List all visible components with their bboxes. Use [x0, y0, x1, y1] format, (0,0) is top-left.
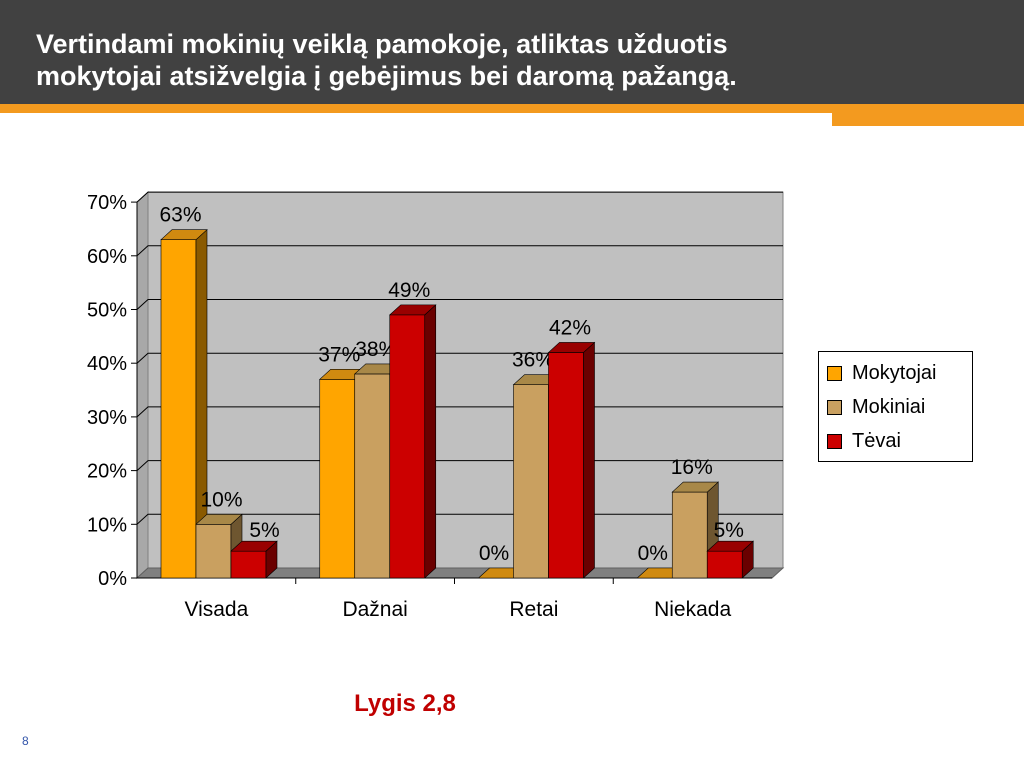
data-label: 38%	[355, 338, 397, 361]
slide-title: Vertindami mokinių veiklą pamokoje, atli…	[36, 29, 737, 91]
bar-side	[583, 341, 595, 579]
y-tick-label: 20%	[87, 461, 127, 483]
gridline	[136, 191, 783, 203]
legend-item-tevai: Tėvai	[827, 427, 901, 455]
slide-header: Vertindami mokinių veiklą pamokoje, atli…	[0, 0, 1024, 104]
data-label: 0%	[638, 542, 668, 565]
data-label: 42%	[549, 316, 591, 339]
legend-swatch-mokytojai	[827, 365, 842, 381]
bar-front	[671, 491, 708, 579]
y-tick-label: 30%	[87, 407, 127, 429]
bar-top	[706, 540, 755, 552]
y-tick-label: 70%	[87, 192, 127, 214]
data-label: 10%	[200, 488, 242, 511]
bar-front	[706, 550, 743, 579]
bar-front	[195, 523, 232, 579]
bar-front	[389, 314, 426, 579]
legend-label-tevai: Tėvai	[852, 429, 901, 452]
x-tick-label: Niekada	[654, 598, 731, 621]
data-label: 63%	[159, 204, 201, 227]
bar-front	[160, 239, 197, 579]
x-tick-label: Retai	[509, 598, 558, 621]
data-label: 16%	[671, 456, 713, 479]
bar-top	[195, 513, 243, 525]
bar-front	[230, 550, 267, 579]
gridline	[136, 299, 783, 310]
legend-item-mokiniai: Mokiniai	[827, 393, 925, 421]
data-label: 0%	[479, 542, 509, 565]
y-tick-label: 10%	[87, 514, 127, 536]
data-label: 5%	[249, 519, 279, 542]
bar-top	[230, 540, 278, 552]
data-label: 37%	[318, 343, 360, 366]
bar-front	[513, 384, 549, 579]
header-accent-step	[832, 113, 1024, 126]
y-tick-label: 60%	[87, 246, 127, 268]
y-tick-label: 0%	[98, 568, 127, 590]
level-caption: Lygis 2,8	[354, 690, 456, 717]
header-accent-line	[0, 104, 1024, 113]
bar-top	[160, 229, 208, 240]
legend-swatch-tevai	[827, 433, 842, 449]
bar-top	[671, 481, 720, 493]
data-label: 36%	[512, 349, 554, 372]
chart-legend: Mokytojai Mokiniai Tėvai	[818, 351, 973, 462]
bar-top	[547, 342, 596, 353]
y-tick-label: 40%	[87, 353, 127, 375]
data-label: 5%	[714, 519, 744, 542]
gridline	[136, 245, 783, 257]
bar-front	[354, 373, 391, 579]
legend-label-mokiniai: Mokiniai	[852, 395, 926, 418]
x-tick-label: Visada	[184, 598, 248, 621]
data-label: 49%	[388, 279, 430, 302]
legend-item-mokytojai: Mokytojai	[827, 359, 936, 387]
legend-label-mokytojai: Mokytojai	[852, 361, 937, 384]
y-tick-label: 50%	[87, 300, 127, 322]
bar-top	[388, 304, 437, 316]
legend-swatch-mokiniai	[827, 399, 842, 415]
page-number: 8	[22, 734, 29, 748]
plot-side-wall	[136, 190, 149, 580]
x-tick-label: Dažnai	[342, 598, 407, 621]
bar-side	[424, 304, 437, 579]
bar-front	[548, 352, 584, 579]
bar-front	[319, 379, 356, 579]
